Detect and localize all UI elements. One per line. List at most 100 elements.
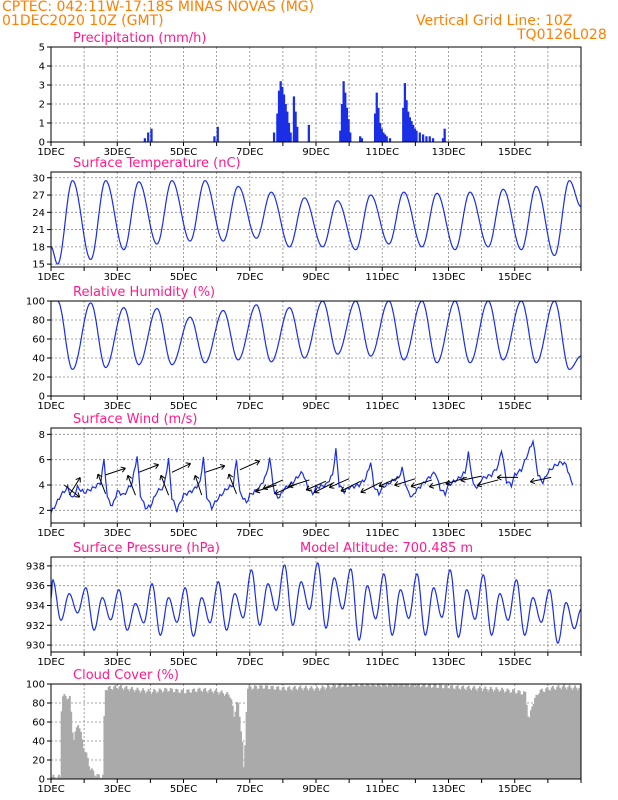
cloud-bar [371, 684, 374, 779]
cloud-bar [267, 688, 270, 779]
x-tick-label: 3DEC [104, 272, 131, 283]
cloud-bar [77, 725, 80, 779]
y-tick-label: 3 [39, 81, 45, 92]
cloud-bar [244, 745, 247, 779]
wind-vector [274, 484, 295, 495]
x-tick-label: 11DEC [365, 528, 399, 539]
cloud-bar [66, 699, 69, 779]
y-tick-label: 80 [32, 699, 45, 710]
cloud-bar [307, 690, 310, 779]
wind-vector-head [274, 489, 280, 496]
cloud-bar [237, 703, 240, 779]
x-tick-label: 15DEC [498, 401, 532, 412]
cloud-bar [143, 690, 146, 779]
cloud-bar [122, 690, 125, 779]
wind-vector-head [529, 477, 536, 485]
cloud-bar [349, 684, 352, 779]
y-tick-label: 5 [39, 43, 45, 54]
wind-vector-head [328, 483, 335, 489]
cloud-bar [103, 715, 106, 779]
cloud-bar [535, 694, 538, 779]
cloud-bar [465, 690, 467, 779]
cloud-bar [168, 691, 171, 779]
date-header: 01DEC2020 10Z (GMT) [2, 13, 164, 29]
y-tick-label: 24 [32, 208, 45, 219]
cloud-bar [124, 687, 127, 779]
cloud-bar [180, 689, 183, 779]
cloud-bar [331, 686, 334, 779]
cloud-bar [277, 686, 280, 779]
cloud-bar [564, 687, 567, 779]
precip-bar [340, 104, 344, 142]
precip-bar [147, 132, 150, 142]
precip-bar [388, 138, 392, 142]
cloud-bar [59, 776, 62, 779]
cloud-bar [484, 686, 487, 779]
cloud-bar [154, 690, 157, 779]
y-tick-label: 20 [32, 756, 45, 767]
wind-vector-head [445, 479, 451, 486]
wind-vector [530, 476, 552, 483]
y-tick-label: 80 [32, 316, 45, 327]
cloud-bar [56, 777, 59, 779]
cloud-bar [230, 699, 233, 779]
cloud-bar [269, 689, 271, 779]
wind-speed-line [51, 438, 574, 514]
precip-bar [272, 132, 276, 142]
cloud-bar [273, 689, 276, 779]
cloud-bar [460, 686, 463, 779]
cloud-bar [201, 692, 204, 779]
precip-bar [284, 104, 287, 142]
precip-bar [282, 94, 286, 142]
cloud-bar [62, 696, 64, 779]
cloud-bar [346, 687, 349, 779]
precip-bar [380, 128, 383, 142]
cloud-bar [478, 686, 481, 779]
wind-vector [204, 465, 225, 473]
cloud-bar [161, 692, 164, 779]
cloud-bar [63, 693, 66, 779]
wind-vector-head [428, 482, 435, 489]
panel-title: Surface Wind (m/s) [73, 412, 197, 427]
cloud-bar [387, 684, 390, 779]
cloud-bar [351, 686, 354, 779]
cloud-bar [198, 687, 201, 779]
cloud-bar [431, 687, 434, 779]
cloud-bar [382, 684, 385, 779]
wind-vector [255, 484, 277, 493]
cloud-bar [215, 689, 218, 779]
cloud-bar [342, 686, 345, 779]
cloud-bar [494, 689, 496, 779]
cloud-bar [325, 687, 328, 779]
precip-bar [143, 138, 147, 142]
cloud-bar [150, 693, 153, 779]
wind-vector [127, 475, 136, 496]
cloud-bar [404, 684, 407, 779]
y-tick-label: 8 [39, 430, 45, 441]
cloud-bar [413, 687, 416, 779]
precip-bar [405, 100, 408, 142]
wind-vector-head [460, 476, 466, 483]
cloud-bar [466, 687, 469, 779]
cloud-bar [57, 774, 60, 779]
cloud-bar [177, 692, 180, 779]
cloud-bar [347, 686, 350, 779]
cloud-bar [245, 711, 248, 779]
cloud-bar [405, 684, 408, 779]
cloud-bar [206, 692, 209, 779]
x-tick-label: 15DEC [498, 272, 532, 283]
cloud-bar [409, 685, 412, 779]
wind-vector [378, 476, 400, 487]
precip-bar [347, 119, 350, 142]
precip-bar [349, 132, 352, 142]
cloud-bar [306, 688, 309, 779]
cloud-bar [507, 689, 510, 779]
wind-vector [262, 479, 284, 490]
wind-vector [194, 475, 203, 496]
precip-bar [378, 123, 382, 142]
cloud-bar [263, 688, 266, 779]
cloud-bar [455, 686, 458, 779]
cloud-bar [258, 688, 260, 779]
cloud-bar [164, 687, 167, 779]
cloud-bar [449, 685, 452, 779]
